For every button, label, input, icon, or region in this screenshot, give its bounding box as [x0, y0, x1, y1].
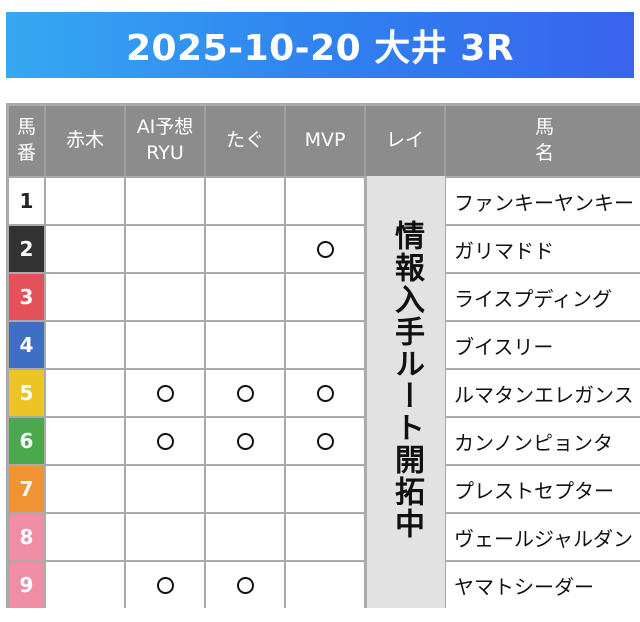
table-row: 5 ルマタンエレガンス	[9, 370, 640, 418]
circle-mark-icon	[316, 432, 334, 450]
horse-number: 1	[9, 178, 44, 224]
mvp-cell	[286, 562, 364, 608]
akagi-cell	[46, 514, 124, 560]
header-horse-name-line1: 馬	[534, 116, 554, 139]
circle-mark-icon	[236, 384, 254, 402]
horse-name: ヤマトシーダー	[446, 562, 640, 608]
horse-number: 8	[9, 514, 44, 560]
horse-name: ガリマドド	[446, 226, 640, 272]
circle-mark-icon	[156, 432, 174, 450]
tagu-cell	[206, 466, 284, 512]
table-row: 7 プレストセプター	[9, 466, 640, 514]
horse-name: ファンキーヤンキー	[446, 178, 640, 224]
ai-cell	[126, 418, 204, 464]
horse-name: ブイスリー	[446, 322, 640, 368]
ai-cell	[126, 226, 204, 272]
horse-name: プレストセプター	[446, 466, 640, 512]
header-horse-number-line2: 番	[16, 142, 36, 164]
akagi-cell	[46, 370, 124, 416]
table-row: 2 ガリマドド	[9, 226, 640, 274]
ai-cell	[126, 322, 204, 368]
circle-mark-icon	[316, 384, 334, 402]
rei-column-note: 情報入手ルート開拓中	[367, 176, 445, 608]
mvp-cell	[286, 514, 364, 560]
table-row: 6 カンノンピョンタ	[9, 418, 640, 466]
circle-mark-icon	[316, 240, 334, 258]
akagi-cell	[46, 322, 124, 368]
ai-cell	[126, 274, 204, 320]
header-horse-name-line2: 名	[534, 142, 554, 164]
mvp-cell	[286, 178, 364, 224]
ai-cell	[126, 178, 204, 224]
akagi-cell	[46, 274, 124, 320]
table-row: 4 ブイスリー	[9, 322, 640, 370]
tagu-cell	[206, 226, 284, 272]
mvp-cell	[286, 370, 364, 416]
horse-number: 5	[9, 370, 44, 416]
mvp-cell	[286, 226, 364, 272]
mvp-cell	[286, 466, 364, 512]
mvp-cell	[286, 274, 364, 320]
ai-cell	[126, 514, 204, 560]
header-horse-number: 馬 番	[9, 106, 46, 176]
header-ai-ryu: AI予想 RYU	[126, 106, 206, 176]
tagu-cell	[206, 418, 284, 464]
table-row: 9 ヤマトシーダー	[9, 562, 640, 610]
rei-note-text: 情報入手ルート開拓中	[389, 220, 424, 540]
mvp-cell	[286, 418, 364, 464]
ai-cell	[126, 370, 204, 416]
tagu-cell	[206, 514, 284, 560]
circle-mark-icon	[236, 576, 254, 594]
akagi-cell	[46, 178, 124, 224]
circle-mark-icon	[236, 432, 254, 450]
tagu-cell	[206, 178, 284, 224]
horse-number: 7	[9, 466, 44, 512]
akagi-cell	[46, 418, 124, 464]
akagi-cell	[46, 562, 124, 608]
table-row: 8 ヴェールジャルダン	[9, 514, 640, 562]
tagu-cell	[206, 322, 284, 368]
horse-number: 9	[9, 562, 44, 608]
mvp-cell	[286, 322, 364, 368]
akagi-cell	[46, 466, 124, 512]
tagu-cell	[206, 370, 284, 416]
horse-name: ルマタンエレガンス	[446, 370, 640, 416]
tagu-cell	[206, 562, 284, 608]
header-akagi: 赤木	[46, 106, 126, 176]
circle-mark-icon	[156, 384, 174, 402]
header-mvp: MVP	[286, 106, 366, 176]
horse-number: 3	[9, 274, 44, 320]
horse-number: 6	[9, 418, 44, 464]
circle-mark-icon	[156, 576, 174, 594]
horse-name: ヴェールジャルダン	[446, 514, 640, 560]
header-ai-ryu-line1: AI予想	[136, 116, 194, 139]
header-ai-ryu-line2: RYU	[146, 142, 184, 164]
header-tagu: たぐ	[206, 106, 286, 176]
horse-number: 4	[9, 322, 44, 368]
table-row: 3 ライスプディング	[9, 274, 640, 322]
akagi-cell	[46, 226, 124, 272]
header-rei: レイ	[366, 106, 446, 176]
horse-name: ライスプディング	[446, 274, 640, 320]
ai-cell	[126, 466, 204, 512]
race-title: 2025-10-20 大井 3R	[6, 12, 634, 78]
ai-cell	[126, 562, 204, 608]
horse-name: カンノンピョンタ	[446, 418, 640, 464]
table-row: 1 ファンキーヤンキー	[9, 178, 640, 226]
prediction-table: 馬 番 赤木 AI予想 RYU たぐ MVP レイ 馬 名 1 ファンキーヤンキー…	[6, 103, 640, 608]
header-horse-number-line1: 馬	[16, 116, 36, 139]
tagu-cell	[206, 274, 284, 320]
horse-number: 2	[9, 226, 44, 272]
header-horse-name: 馬 名	[446, 106, 640, 176]
